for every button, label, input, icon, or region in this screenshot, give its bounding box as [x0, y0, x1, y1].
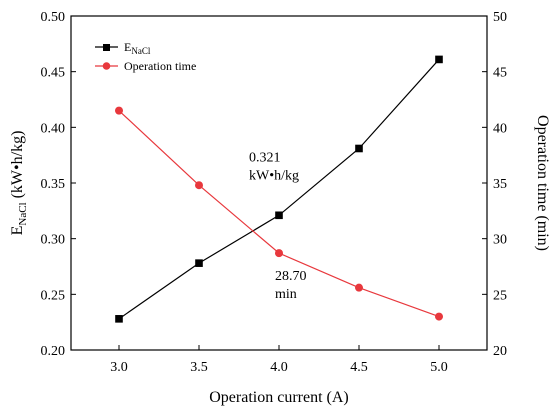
right-y-axis-label: Operation time (min): [534, 115, 550, 251]
right-y-tick-label: 45: [493, 66, 507, 81]
x-tick-label: 4.0: [270, 360, 288, 375]
left-y-axis-label-main: E: [9, 226, 26, 236]
data-point-circle: [435, 312, 443, 321]
data-point-circle: [115, 106, 123, 115]
data-point-square: [195, 259, 203, 267]
right-y-tick-label: 25: [493, 288, 507, 303]
left-y-axis-ticks: 0.20 0.25 0.30 0.35 0.40 0.45 0.50: [41, 10, 76, 359]
annotations: 0.321 kW•h/kg 28.70 min: [249, 150, 307, 302]
x-tick-label: 3.0: [110, 360, 128, 375]
x-tick-label: 4.5: [350, 360, 368, 375]
data-point-circle: [275, 249, 283, 258]
series-group: [115, 55, 443, 323]
left-y-tick-label: 0.25: [41, 288, 66, 303]
left-y-axis-label: ENaCl (kW•h/kg): [9, 131, 29, 236]
data-point-circle: [355, 283, 363, 292]
x-tick-label: 3.5: [190, 360, 208, 375]
left-y-tick-label: 0.30: [41, 233, 66, 248]
annotation-enacl-value: 0.321: [249, 150, 281, 165]
left-y-tick-label: 0.35: [41, 177, 66, 192]
right-y-axis-ticks: 20 25 30 35 40 45 50: [482, 10, 507, 359]
data-point-square: [115, 315, 123, 323]
left-y-tick-label: 0.40: [41, 121, 66, 136]
annotation-time-unit: min: [275, 287, 297, 302]
x-axis-ticks: 3.0 3.5 4.0 4.5 5.0: [110, 345, 448, 375]
legend-marker-square: [103, 44, 110, 51]
right-y-tick-label: 20: [493, 344, 507, 359]
left-y-tick-label: 0.20: [41, 344, 66, 359]
legend-label-operation-time: Operation time: [124, 59, 196, 73]
data-point-square: [435, 55, 443, 64]
right-y-tick-label: 30: [493, 233, 507, 248]
left-y-axis-label-sub: NaCl: [17, 202, 29, 225]
x-axis-label: Operation current (A): [209, 389, 349, 406]
data-point-square: [355, 144, 363, 153]
x-tick-label: 5.0: [430, 360, 448, 375]
data-point-circle: [195, 181, 203, 190]
left-y-axis-label-rest: (kW•h/kg): [9, 131, 26, 203]
legend-marker-circle: [102, 62, 111, 70]
right-y-tick-label: 50: [493, 10, 507, 25]
annotation-enacl-unit: kW•h/kg: [249, 168, 299, 183]
legend: ENaCl Operation time: [95, 40, 196, 73]
right-y-tick-label: 35: [493, 177, 507, 192]
legend-label-enacl-sub: NaCl: [131, 46, 150, 56]
legend-label-enacl: ENaCl: [124, 40, 151, 56]
right-y-tick-label: 40: [493, 121, 507, 136]
left-y-tick-label: 0.45: [41, 66, 66, 81]
legend-label-enacl-main: E: [124, 40, 131, 54]
data-point-square: [275, 211, 283, 220]
annotation-time-value: 28.70: [275, 269, 307, 284]
left-y-tick-label: 0.50: [41, 10, 66, 25]
